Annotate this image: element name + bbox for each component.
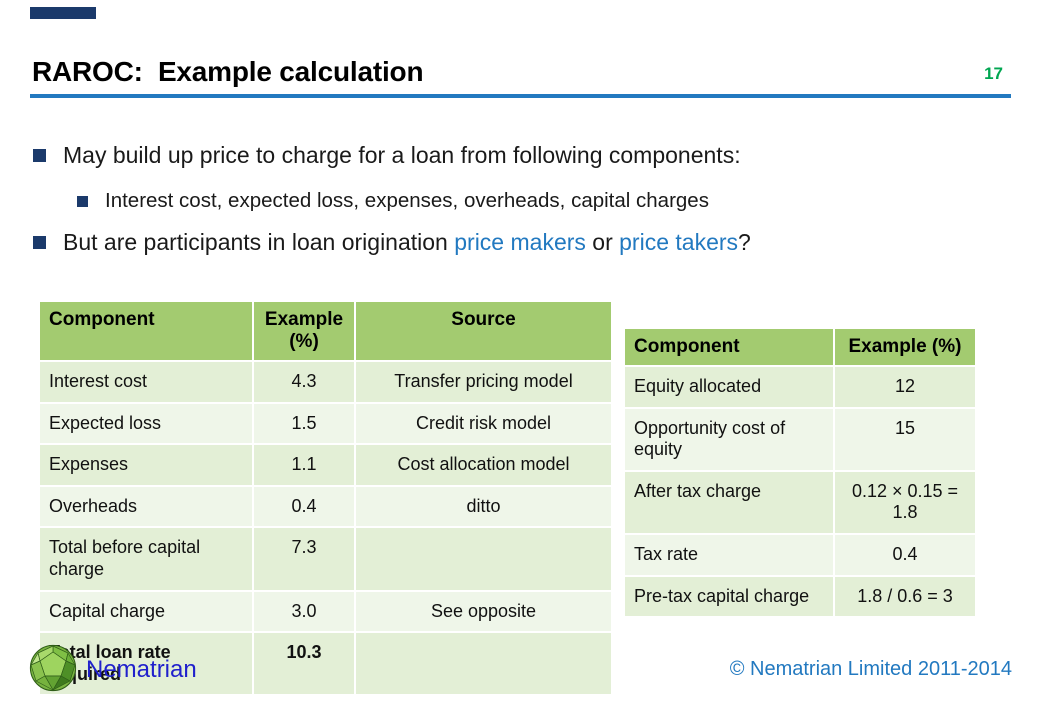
table-cell: Overheads <box>40 486 252 527</box>
top-left-accent-bar <box>30 7 96 19</box>
bullet-item: Interest cost, expected loss, expenses, … <box>77 188 977 214</box>
table-cell: 3.0 <box>254 591 354 632</box>
table-row: Opportunity cost of equity 15 <box>625 408 975 470</box>
column-header: Component <box>40 302 252 360</box>
table-row: Total before capital charge 7.3 <box>40 528 611 590</box>
bullet-square-icon <box>33 236 46 249</box>
table-row: Total loan rate required 10.3 <box>40 633 611 695</box>
table-cell: 1.8 / 0.6 = 3 <box>835 576 975 617</box>
table-header-row: Component Example (%) Source <box>40 302 611 360</box>
bullet-text: Interest cost, expected loss, expenses, … <box>105 189 709 212</box>
table-cell: 12 <box>835 367 975 407</box>
column-header: Component <box>625 329 833 365</box>
column-header: Example (%) <box>835 329 975 365</box>
table-cell: After tax charge <box>625 471 833 533</box>
table-row: Expenses 1.1 Cost allocation model <box>40 445 611 485</box>
bullet-text: May build up price to charge for a loan … <box>63 142 741 168</box>
page-number: 17 <box>984 64 1003 83</box>
table-cell <box>356 528 611 590</box>
bullet-text: But are participants in loan origination… <box>63 229 751 255</box>
table-cell: Pre-tax capital charge <box>625 576 833 617</box>
table-row: Interest cost 4.3 Transfer pricing model <box>40 362 611 402</box>
table-cell <box>356 633 611 695</box>
table-cell: 4.3 <box>254 362 354 402</box>
bullet-square-icon <box>77 196 88 207</box>
table-cell: 0.12 × 0.15 = 1.8 <box>835 471 975 533</box>
table-cell: 1.5 <box>254 403 354 444</box>
bullet-item: But are participants in loan origination… <box>33 228 973 257</box>
table-cell: 7.3 <box>254 528 354 590</box>
table-row: Equity allocated 12 <box>625 367 975 407</box>
table-row: Expected loss 1.5 Credit risk model <box>40 403 611 444</box>
table-cell: 1.1 <box>254 445 354 485</box>
table-header-row: Component Example (%) <box>625 329 975 365</box>
page-title: RAROC: Example calculation <box>32 56 424 87</box>
table-cell: Opportunity cost of equity <box>625 408 833 470</box>
table-row: Pre-tax capital charge 1.8 / 0.6 = 3 <box>625 576 975 617</box>
table-cell: 0.4 <box>254 486 354 527</box>
brand-name: Nematrian <box>86 656 197 683</box>
table-row: After tax charge 0.12 × 0.15 = 1.8 <box>625 471 975 533</box>
table-cell: Interest cost <box>40 362 252 402</box>
table-cell: Tax rate <box>625 534 833 575</box>
bullet-square-icon <box>33 149 46 162</box>
table-cell: Expected loss <box>40 403 252 444</box>
table-cell: 10.3 <box>254 633 354 695</box>
capital-charge-table: Component Example (%) Equity allocated 12 Op… <box>623 327 977 618</box>
table-cell: 15 <box>835 408 975 470</box>
title-divider <box>30 94 1011 98</box>
table-cell: Total before capital charge <box>40 528 252 590</box>
nematrian-polyhedron-logo-icon <box>28 643 78 698</box>
table-row: Tax rate 0.4 <box>625 534 975 575</box>
table-cell: Cost allocation model <box>356 445 611 485</box>
bullet-item: May build up price to charge for a loan … <box>33 141 953 170</box>
copyright-notice: © Nematrian Limited 2011-2014 <box>729 658 1012 680</box>
column-header: Example (%) <box>254 302 354 360</box>
table-cell: Transfer pricing model <box>356 362 611 402</box>
table-cell: ditto <box>356 486 611 527</box>
column-header: Source <box>356 302 611 360</box>
table-cell: See opposite <box>356 591 611 632</box>
table-cell: 0.4 <box>835 534 975 575</box>
table-cell: Capital charge <box>40 591 252 632</box>
table-row: Overheads 0.4 ditto <box>40 486 611 527</box>
table-cell: Credit risk model <box>356 403 611 444</box>
table-row: Capital charge 3.0 See opposite <box>40 591 611 632</box>
table-cell: Expenses <box>40 445 252 485</box>
pricing-components-table: Component Example (%) Source Interest cost 4… <box>38 300 613 696</box>
table-cell: Equity allocated <box>625 367 833 407</box>
